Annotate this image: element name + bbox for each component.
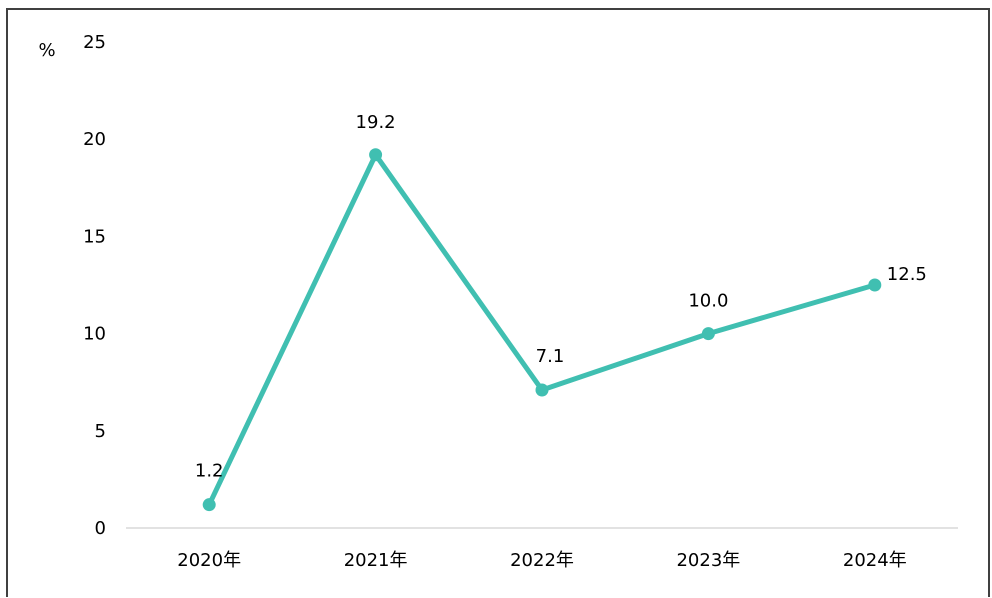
y-axis-unit-label: % [38, 40, 55, 61]
y-tick-label: 20 [83, 129, 106, 150]
data-label: 1.2 [195, 461, 224, 482]
data-point [535, 383, 549, 397]
point-layer [202, 148, 882, 512]
chart-frame [6, 8, 990, 597]
data-point [369, 148, 383, 162]
y-axis-tick-labels: 0 5 10 15 20 25 [83, 32, 106, 539]
x-axis-tick-labels: 2020年 2021年 2022年 2023年 2024年 [177, 550, 906, 571]
data-point [868, 278, 882, 292]
data-label: 19.2 [356, 112, 396, 133]
data-label: 7.1 [536, 346, 565, 367]
data-point [202, 498, 216, 512]
data-label-layer: 1.2 19.2 7.1 10.0 12.5 [195, 112, 927, 482]
y-tick-label: 5 [95, 421, 106, 442]
x-tick-label: 2024年 [843, 550, 907, 571]
data-label: 12.5 [887, 264, 927, 285]
data-label: 10.0 [688, 291, 728, 312]
series-line [206, 152, 878, 508]
x-tick-label: 2020年 [177, 550, 241, 571]
x-tick-label: 2021年 [344, 550, 408, 571]
y-tick-label: 10 [83, 324, 106, 345]
y-tick-label: 25 [83, 32, 106, 53]
data-point [701, 327, 715, 341]
y-tick-label: 15 [83, 226, 106, 247]
series-layer [206, 152, 878, 508]
x-tick-label: 2023年 [676, 550, 740, 571]
y-tick-label: 0 [95, 518, 106, 539]
x-tick-label: 2022年 [510, 550, 574, 571]
